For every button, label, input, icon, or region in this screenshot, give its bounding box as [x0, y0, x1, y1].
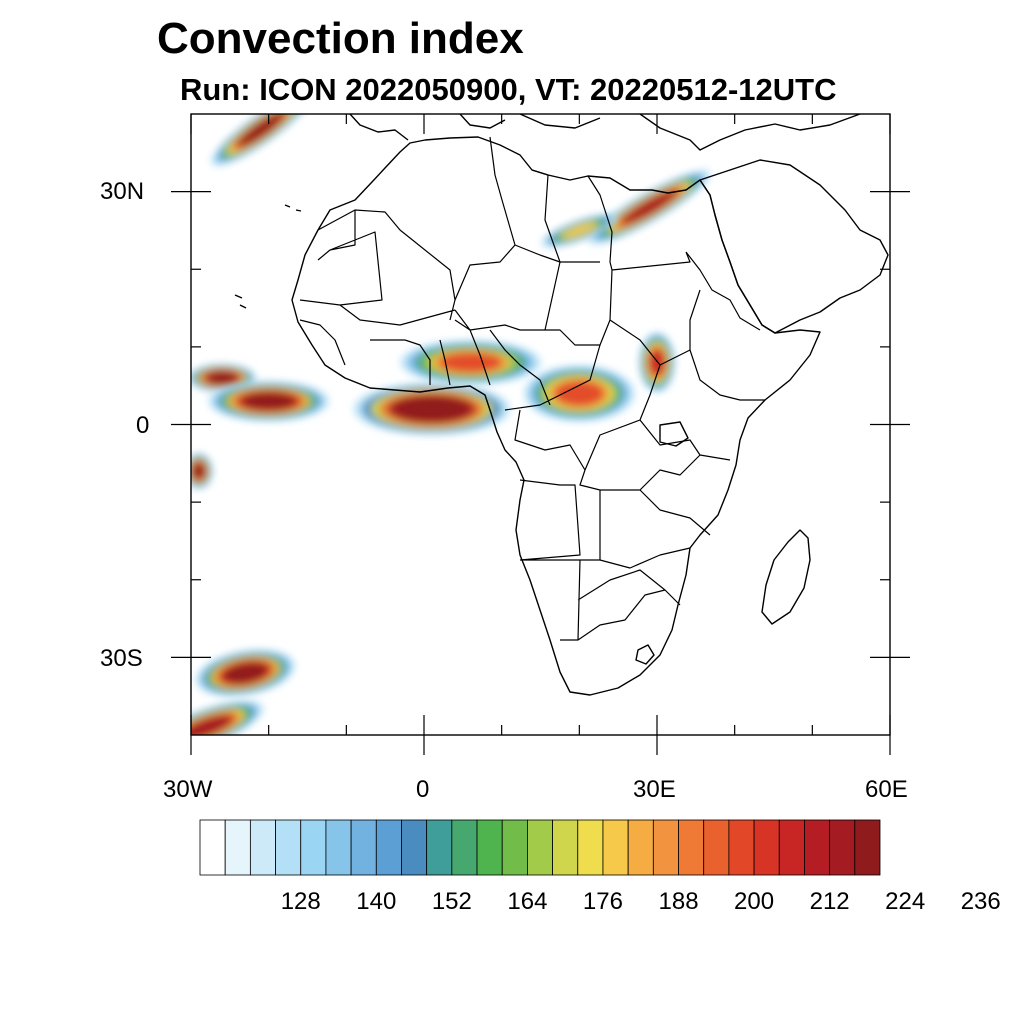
lat-label-eq: 0: [136, 412, 150, 439]
plot-frame: [190, 113, 891, 736]
colorbar-label: 236: [960, 888, 1001, 915]
colorbar: [199, 819, 881, 876]
colorbar-label: 224: [885, 888, 926, 915]
colorbar-swatch: [527, 819, 553, 876]
convection-contour: [554, 380, 605, 407]
colorbar-label: 200: [734, 888, 775, 915]
convection-contour: [238, 114, 284, 147]
colorbar-swatch: [753, 819, 780, 876]
convection-cell-south-sudan: [639, 332, 675, 393]
lake-victoria: [659, 421, 689, 447]
colorbar-label: 164: [507, 888, 548, 915]
convection-cell-egypt-band: [588, 170, 711, 245]
colorbar-swatch: [426, 819, 453, 876]
colorbar-swatch: [325, 819, 352, 876]
convection-cell-itcz-gulf-guinea: [353, 382, 510, 435]
colorbar-swatch: [350, 819, 377, 876]
africa-coastline: [291, 136, 821, 696]
colorbar-swatch: [804, 819, 831, 876]
convection-contour: [562, 222, 597, 239]
colorbar-label: 128: [280, 888, 321, 915]
colorbar-swatch: [476, 819, 503, 876]
convection-cell-libya-band: [541, 213, 618, 248]
convection-cell-itcz-atlantic-mid: [208, 381, 329, 422]
map-title: Convection index: [157, 14, 524, 63]
colorbar-swatch: [652, 819, 679, 876]
colorbar-label: 176: [582, 888, 623, 915]
convection-contour: [206, 371, 238, 385]
convection-contour: [648, 348, 666, 377]
colorbar-swatch: [199, 819, 226, 876]
lat-label-30n: 30N: [100, 178, 145, 205]
lon-label-30e: 30E: [633, 776, 676, 803]
colorbar-swatch: [778, 819, 805, 876]
coastlines: [234, 114, 889, 696]
axis-ticks: [171, 114, 910, 755]
madagascar-coastline: [761, 529, 811, 625]
colorbar-swatch: [678, 819, 705, 876]
convection-cell-south-atlantic-low: [195, 649, 295, 697]
colorbar-swatch: [375, 819, 402, 876]
convection-contour: [396, 397, 468, 421]
colorbar-swatch: [224, 819, 251, 876]
lon-label-30w: 30W: [163, 776, 213, 803]
convection-cell-west-edge-south: [191, 453, 213, 490]
colorbar-swatch: [703, 819, 730, 876]
convection-cell-iberia-atlantic: [211, 114, 311, 166]
canary-islands: [234, 204, 302, 309]
lesotho-border: [635, 644, 655, 665]
colorbar-label: 212: [809, 888, 850, 915]
colorbar-swatch: [275, 819, 302, 876]
lon-label-60e: 60E: [865, 776, 908, 803]
convection-contour: [621, 190, 678, 225]
convection-field: [191, 114, 711, 735]
colorbar-label: 140: [356, 888, 397, 915]
colorbar-swatch: [728, 819, 755, 876]
colorbar-swatch: [577, 819, 604, 876]
convection-cell-central-africa: [524, 365, 635, 422]
convection-contour: [191, 715, 233, 735]
colorbar-swatch: [552, 819, 579, 876]
colorbar-label: 152: [431, 888, 472, 915]
colorbar-swatch: [829, 819, 856, 876]
convection-contour: [438, 352, 503, 373]
colorbar-swatch: [627, 819, 654, 876]
country-borders: [299, 136, 765, 641]
colorbar-label: 188: [658, 888, 699, 915]
convection-contour: [241, 392, 297, 411]
colorbar-swatch: [249, 819, 276, 876]
colorbar-swatch: [854, 819, 881, 876]
colorbar-swatch: [300, 819, 327, 876]
lon-label-0: 0: [416, 776, 430, 803]
colorbar-swatch: [602, 819, 629, 876]
colorbar-swatch: [501, 819, 528, 876]
lat-label-30s: 30S: [100, 645, 143, 672]
europe-coastline: [349, 114, 861, 151]
convection-cell-itcz-atlantic-west: [191, 363, 257, 392]
convection-cell-southwest-corner: [191, 700, 264, 735]
map-subtitle: Run: ICON 2022050900, VT: 20220512-12UTC: [180, 72, 837, 107]
arabia-coastline: [699, 159, 889, 334]
convection-cell-west-africa-land: [400, 340, 541, 385]
colorbar-swatch: [451, 819, 478, 876]
convection-contour: [222, 662, 269, 684]
colorbar-swatch: [401, 819, 428, 876]
convection-contour: [192, 462, 206, 480]
